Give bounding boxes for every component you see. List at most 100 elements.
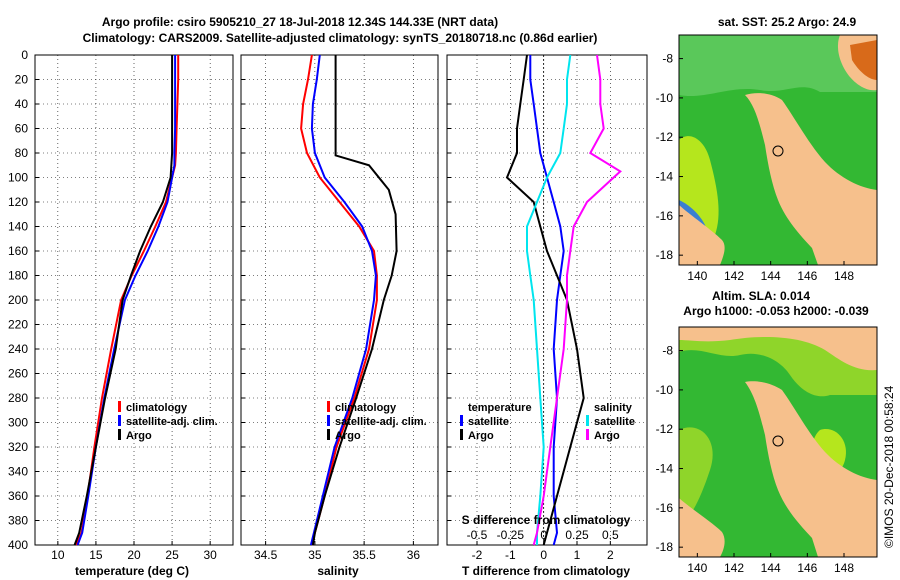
x-tick-label: -1 bbox=[505, 548, 516, 562]
map-y-tick-label: -8 bbox=[662, 344, 673, 358]
sla-land-gulf bbox=[679, 498, 725, 557]
depth-tick-label: 100 bbox=[8, 171, 28, 185]
salinity-legend: climatology satellite-adj. clim. Argo bbox=[327, 401, 427, 442]
depth-tick-label: 20 bbox=[15, 73, 29, 87]
temperature-legend: climatology satellite-adj. clim. Argo bbox=[118, 401, 218, 442]
legend-label: satellite-adj. clim. bbox=[335, 416, 427, 428]
x-tick-label: 25 bbox=[165, 548, 179, 562]
panel-frame bbox=[240, 54, 439, 546]
depth-tick-label: 320 bbox=[8, 440, 28, 454]
depth-tick-label: 300 bbox=[8, 416, 28, 430]
depth-tick-label: 280 bbox=[8, 391, 28, 405]
sst-map-frame bbox=[678, 34, 878, 266]
temperature-xlabel: temperature (deg C) bbox=[75, 564, 189, 578]
sla-argo-location bbox=[772, 435, 784, 447]
x-tick-label: 30 bbox=[203, 548, 217, 562]
legend-swatch-s-argo bbox=[586, 429, 589, 440]
legend-label: Argo bbox=[335, 430, 361, 442]
depth-tick-label: 140 bbox=[8, 220, 28, 234]
legend-label: climatology bbox=[335, 402, 397, 414]
depth-tick-label: 180 bbox=[8, 269, 28, 283]
sla-map-ticks: 140 142 144 146 148 -8 -10 -12 -14 -16 -18 bbox=[656, 344, 855, 575]
map-x-tick-label: 148 bbox=[834, 561, 854, 575]
map-y-tick-label: -12 bbox=[656, 422, 674, 436]
x-tick-label: 0 bbox=[540, 548, 547, 562]
series-line bbox=[311, 55, 398, 546]
depth-tick-label: 60 bbox=[15, 122, 29, 136]
x-tick-label: -2 bbox=[472, 548, 483, 562]
depth-tick-label: 80 bbox=[15, 146, 29, 160]
difference-panel: -2 -1 0 1 2 -0.5 -0.25 0 0.25 0.5 bbox=[446, 54, 648, 562]
s-tick-label: -0.5 bbox=[467, 528, 488, 542]
s-tick-label: -0.25 bbox=[497, 528, 525, 542]
x-tick-label: 20 bbox=[127, 548, 141, 562]
depth-tick-label: 120 bbox=[8, 195, 28, 209]
map-x-tick-label: 140 bbox=[687, 269, 707, 283]
map-x-tick-label: 148 bbox=[834, 269, 854, 283]
depth-axis: 0 20 40 60 80 100 120 140 160 180 200 220 240 260 280 3… bbox=[8, 48, 28, 552]
series-line bbox=[300, 54, 378, 546]
sla-map-title-2: Argo h1000: -0.053 h2000: -0.039 bbox=[683, 304, 869, 318]
legend-label: satellite bbox=[594, 416, 635, 428]
sla-coastal-high bbox=[679, 427, 713, 525]
legend-swatch-argo bbox=[327, 429, 330, 440]
x-tick-label: 15 bbox=[89, 548, 103, 562]
sst-map-ticks: 140 142 144 146 148 -8 -10 -12 -14 -16 -18 bbox=[656, 52, 855, 283]
map-x-tick-label: 144 bbox=[761, 269, 781, 283]
series-line bbox=[532, 54, 622, 546]
legend-swatch-s-satellite bbox=[586, 415, 589, 426]
x-tick-label: 2 bbox=[607, 548, 614, 562]
x-tick-label: 35 bbox=[308, 548, 322, 562]
map-y-tick-label: -18 bbox=[656, 248, 674, 262]
series-line bbox=[309, 54, 377, 546]
legend-title-salinity: salinity bbox=[594, 402, 633, 414]
legend-swatch-climatology bbox=[327, 401, 330, 412]
s-tick-label: 0 bbox=[540, 528, 547, 542]
s-tick-label: 0.5 bbox=[602, 528, 619, 542]
sst-map bbox=[678, 34, 878, 266]
depth-tick-label: 160 bbox=[8, 244, 28, 258]
depth-tick-label: 340 bbox=[8, 465, 28, 479]
sst-land-capeyork bbox=[745, 93, 877, 265]
depth-tick-label: 260 bbox=[8, 367, 28, 381]
depth-tick-label: 40 bbox=[15, 97, 29, 111]
s-tick-label: 0.25 bbox=[565, 528, 589, 542]
salinity-panel: 34.5 35 35.5 36 bbox=[240, 54, 439, 562]
x-tick-label: 36 bbox=[407, 548, 421, 562]
map-y-tick-label: -10 bbox=[656, 91, 674, 105]
map-y-tick-label: -12 bbox=[656, 130, 674, 144]
map-x-tick-label: 140 bbox=[687, 561, 707, 575]
temperature-panel: 10 15 20 25 30 bbox=[34, 54, 234, 562]
map-y-tick-label: -16 bbox=[656, 209, 674, 223]
sst-map-title: sat. SST: 25.2 Argo: 24.9 bbox=[718, 15, 857, 29]
map-x-tick-label: 142 bbox=[724, 561, 744, 575]
legend-label: climatology bbox=[126, 402, 188, 414]
series-line bbox=[505, 54, 585, 546]
series-line bbox=[73, 55, 174, 546]
series-line bbox=[529, 55, 565, 546]
depth-tick-label: 200 bbox=[8, 293, 28, 307]
sst-argo-location bbox=[772, 145, 784, 157]
imos-footer: ©IMOS 20-Dec-2018 00:58:24 bbox=[882, 385, 896, 548]
sla-land-png bbox=[679, 327, 877, 371]
x-tick-label: 35.5 bbox=[352, 548, 376, 562]
series-line bbox=[526, 54, 572, 545]
map-y-tick-label: -14 bbox=[656, 170, 674, 184]
map-x-tick-label: 144 bbox=[761, 561, 781, 575]
sst-land-gulf bbox=[679, 205, 725, 265]
map-x-tick-label: 142 bbox=[724, 269, 744, 283]
map-y-tick-label: -8 bbox=[662, 52, 673, 66]
legend-swatch-argo bbox=[118, 429, 121, 440]
sla-map-title: Altim. SLA: 0.014 bbox=[712, 289, 810, 303]
difference-legend: temperature satellite Argo salinity sate… bbox=[460, 402, 635, 442]
legend-label: Argo bbox=[594, 430, 620, 442]
map-y-tick-label: -14 bbox=[656, 462, 674, 476]
x-tick-label: 34.5 bbox=[254, 548, 278, 562]
legend-label: Argo bbox=[468, 430, 494, 442]
x-tick-label: 1 bbox=[574, 548, 581, 562]
depth-tick-label: 240 bbox=[8, 342, 28, 356]
sla-map bbox=[678, 326, 878, 558]
legend-label: satellite-adj. clim. bbox=[126, 416, 218, 428]
depth-tick-label: 360 bbox=[8, 489, 28, 503]
